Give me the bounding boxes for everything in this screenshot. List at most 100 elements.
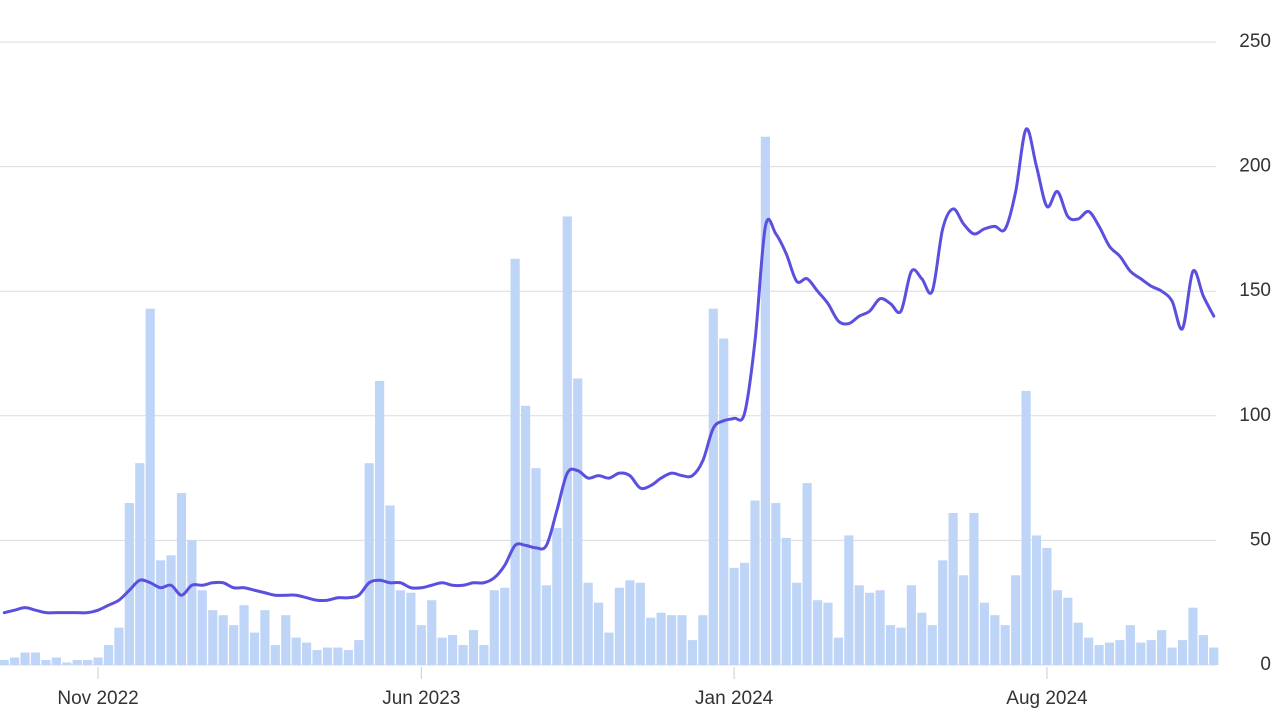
bar — [792, 582, 802, 665]
bar — [249, 632, 260, 665]
bar — [458, 645, 468, 665]
bar — [156, 560, 166, 665]
bar — [135, 463, 145, 665]
bar — [343, 650, 353, 665]
x-tick-label: Jan 2024 — [695, 688, 774, 709]
bar — [719, 338, 729, 665]
bar — [687, 640, 698, 665]
bar — [729, 567, 739, 665]
bar — [739, 562, 750, 665]
bar — [41, 660, 51, 665]
bar — [1146, 640, 1156, 665]
bar — [385, 505, 395, 665]
bar — [103, 645, 114, 665]
bar — [51, 657, 61, 665]
bar — [750, 500, 760, 665]
bar — [114, 627, 124, 665]
bar — [698, 615, 708, 665]
bar — [291, 637, 301, 665]
bar — [823, 602, 833, 665]
bar — [781, 537, 791, 665]
bar — [1094, 645, 1104, 665]
bar — [1042, 547, 1052, 665]
bar — [0, 660, 9, 665]
bar — [1136, 642, 1146, 665]
bar — [1021, 390, 1031, 665]
bar — [229, 625, 239, 665]
bar — [583, 582, 593, 665]
bar — [437, 637, 447, 665]
bar — [802, 483, 812, 665]
bar — [1063, 597, 1073, 665]
bar — [593, 602, 604, 665]
bar — [927, 625, 937, 665]
bar — [1198, 635, 1208, 665]
bar — [625, 580, 635, 665]
bar — [938, 560, 948, 665]
bar — [656, 612, 666, 665]
bar — [896, 627, 906, 665]
bar — [604, 632, 614, 665]
bar — [260, 610, 270, 665]
bar — [990, 615, 1000, 665]
bar — [500, 587, 510, 665]
bar — [844, 535, 854, 665]
bar — [552, 527, 562, 665]
bar — [93, 657, 103, 665]
bar — [72, 660, 82, 665]
bar — [541, 585, 552, 665]
bar — [333, 647, 343, 665]
bar — [395, 590, 406, 665]
y-tick-label: 50 — [1250, 529, 1271, 550]
bar — [406, 592, 416, 665]
bar — [427, 600, 437, 665]
bar — [270, 645, 280, 665]
bar — [854, 585, 864, 665]
bar — [635, 582, 645, 665]
bar — [416, 625, 426, 665]
bar — [573, 378, 583, 665]
bar — [124, 503, 134, 665]
bar — [1031, 535, 1042, 665]
bar — [1000, 625, 1010, 665]
bar — [708, 308, 718, 665]
bar — [812, 600, 823, 665]
bar — [312, 650, 322, 665]
bar — [197, 590, 207, 665]
bar — [239, 605, 249, 665]
bar — [1125, 625, 1135, 665]
bar — [510, 258, 520, 665]
y-tick-label: 200 — [1239, 156, 1271, 177]
bar — [322, 647, 333, 665]
bar — [562, 216, 572, 665]
bar — [30, 652, 41, 665]
bar — [20, 652, 30, 665]
bar — [520, 405, 531, 665]
bar — [218, 615, 228, 665]
bar — [865, 592, 875, 665]
x-tick-label: Aug 2024 — [1006, 688, 1088, 709]
bar — [62, 662, 72, 665]
bar — [1115, 640, 1125, 665]
bar — [187, 540, 197, 665]
bar — [666, 615, 677, 665]
bar — [375, 380, 385, 665]
bar — [281, 615, 291, 665]
bar — [969, 512, 979, 665]
bar — [364, 463, 374, 665]
y-tick-label: 0 — [1260, 654, 1271, 675]
bar — [760, 136, 770, 666]
bar — [531, 468, 541, 665]
bar — [948, 512, 958, 665]
bar — [1157, 630, 1167, 665]
y-tick-label: 100 — [1239, 405, 1271, 426]
bar — [917, 612, 927, 665]
bar — [677, 615, 687, 665]
bar — [1167, 647, 1177, 665]
bar — [885, 625, 896, 665]
bar — [208, 610, 218, 665]
x-tick-label: Nov 2022 — [57, 688, 138, 709]
bar — [646, 617, 656, 665]
